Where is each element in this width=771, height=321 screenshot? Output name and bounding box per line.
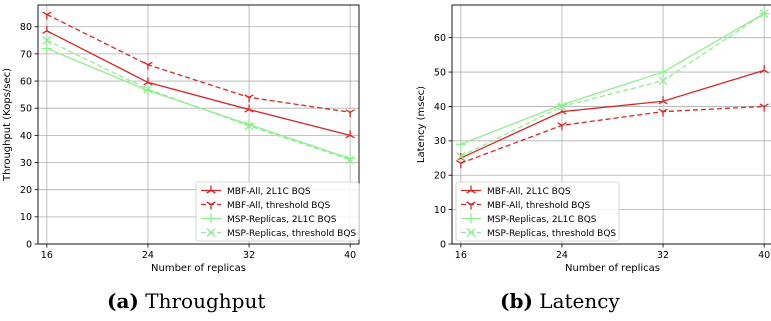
chart-2-series-2-point-1 <box>456 160 466 169</box>
chart-1-ytick-label-7: 70 <box>20 49 32 60</box>
chart-1-series-2-point-2 <box>143 61 153 70</box>
caption-a-label: (a) <box>107 289 139 313</box>
chart-1-series-4-point-1 <box>42 35 52 45</box>
chart-1-series-2-point-4 <box>345 109 355 118</box>
chart-1-xtick-label-1: 24 <box>142 250 154 261</box>
chart-1-ytick-label-6: 60 <box>20 76 32 87</box>
chart-1-xtick-label-0: 16 <box>41 250 53 261</box>
chart-2-series-2-point-2 <box>557 122 567 131</box>
chart-1-legend-marker-3 <box>206 213 216 224</box>
chart-1-ytick-label-3: 30 <box>20 158 32 169</box>
chart-1-legend-label-4: MSP-Replicas, threshold BQS <box>227 229 356 239</box>
chart-1-legend-marker-1 <box>206 185 216 194</box>
chart-1-ytick-label-4: 40 <box>20 131 32 142</box>
chart-1: 16 24 32 40 0 10 20 30 40 50 60 70 80 Number of repli… <box>2 4 360 274</box>
chart-1-series-4-point-4 <box>345 155 355 165</box>
chart-1-xtick-label-3: 40 <box>344 250 356 261</box>
chart-2-series-3-point-1 <box>455 139 466 150</box>
chart-1-ytick-label-0: 0 <box>26 239 32 250</box>
chart-2-xtick-label-1: 24 <box>556 250 568 261</box>
chart-2-legend-marker-1 <box>466 185 476 194</box>
chart-1-legend-label-3: MSP-Replicas, 2L1C BQS <box>227 215 337 225</box>
chart-2-ytick-label-2: 20 <box>434 171 446 182</box>
chart-1-series-1-point-4 <box>345 130 355 139</box>
chart-2-frame <box>451 4 771 245</box>
chart-2-series-4-point-4 <box>759 9 769 19</box>
chart-2-legend-marker-3 <box>466 213 476 224</box>
chart-2-xtick-label-2: 32 <box>657 250 669 261</box>
chart-2-ytick-label-4: 40 <box>434 102 446 113</box>
chart-2-series-1-point-3 <box>658 96 668 105</box>
chart-2-legend-label-3: MSP-Replicas, 2L1C BQS <box>487 215 597 225</box>
chart-1-ytick-label-1: 10 <box>20 212 32 223</box>
chart-1-series-2-point-3 <box>244 94 254 103</box>
chart-1-legend-marker-4 <box>206 228 216 237</box>
chart-2-legend: MBF-All, 2L1C BQS MBF-All, threshold BQS M… <box>455 181 620 242</box>
caption-latency: (b) Latency <box>500 289 620 313</box>
chart-2-legend-box <box>455 181 620 242</box>
caption-b-label: (b) <box>500 289 533 313</box>
chart-1-ytick-label-8: 80 <box>20 22 32 33</box>
chart-2-legend-label-4: MSP-Replicas, threshold BQS <box>487 229 616 239</box>
chart-2-xtick-label-3: 40 <box>758 250 770 261</box>
chart-1-legend-label-2: MBF-All, threshold BQS <box>227 201 331 211</box>
chart-1-series-3-line <box>46 47 351 160</box>
chart-1-series-2-point-1 <box>42 11 52 20</box>
chart-2-series-3-line <box>460 13 765 145</box>
chart-2-series-3-point-2 <box>556 99 567 110</box>
chart-2-xtick-label-0: 16 <box>455 250 467 261</box>
chart-2-ytick-label-6: 60 <box>434 33 446 44</box>
chart-1-xtick-label-2: 32 <box>243 250 255 261</box>
chart-1-series-1-point-1 <box>42 25 52 34</box>
chart-2-series-3-point-3 <box>658 67 669 78</box>
chart-1-series-2-line <box>46 13 351 113</box>
chart-2-series-4-line <box>460 13 765 157</box>
chart-1-legend-box <box>195 181 360 242</box>
chart-1-series-1-point-3 <box>244 104 254 113</box>
chart-2-series-2-line <box>460 105 765 164</box>
chart-1-frame <box>37 4 360 245</box>
caption-throughput: (a) Throughput <box>107 289 265 313</box>
chart-2-series-4-point-2 <box>557 101 567 111</box>
chart-2-ytick-label-1: 10 <box>434 205 446 216</box>
chart-2-legend-marker-2 <box>466 201 476 210</box>
chart-2-legend-label-1: MBF-All, 2L1C BQS <box>487 187 571 197</box>
chart-1-xlabel: Number of replicas <box>151 263 246 274</box>
chart-1-ylabel: Throughput (Kops/sec) <box>2 68 13 182</box>
chart-2: 16 24 32 40 0 10 20 30 40 50 60 Number of replicas L… <box>416 4 771 274</box>
chart-1-series-4-point-3 <box>244 121 254 131</box>
chart-1-series-1-line <box>46 30 351 136</box>
chart-2-ytick-label-0: 0 <box>440 239 446 250</box>
chart-1-ytick-label-2: 20 <box>20 185 32 196</box>
chart-2-legend-marker-4 <box>466 228 476 237</box>
chart-1-series-4-point-2 <box>143 84 153 94</box>
chart-2-xlabel: Number of replicas <box>565 263 660 274</box>
chart-1-series-4-line <box>46 39 351 161</box>
chart-1-series-3-point-1 <box>41 43 52 54</box>
chart-1-legend-marker-2 <box>206 201 216 210</box>
chart-1-ytick-label-5: 50 <box>20 104 32 115</box>
chart-2-series-4-point-3 <box>658 76 668 86</box>
chart-2-ylabel: Latency (msec) <box>416 86 427 163</box>
caption-b-text: Latency <box>539 289 620 313</box>
chart-2-ytick-label-5: 50 <box>434 67 446 78</box>
chart-1-series-1-point-2 <box>143 77 153 86</box>
chart-2-series-1-point-4 <box>759 65 769 74</box>
caption-a-text: Throughput <box>145 289 266 313</box>
chart-1-legend: MBF-All, 2L1C BQS MBF-All, threshold BQS M… <box>195 181 360 242</box>
chart-2-series-2-point-3 <box>658 108 668 117</box>
chart-2-series-1-line <box>460 69 765 159</box>
chart-2-legend-label-2: MBF-All, threshold BQS <box>487 201 591 211</box>
chart-1-legend-label-1: MBF-All, 2L1C BQS <box>227 187 311 197</box>
chart-2-ytick-label-3: 30 <box>434 136 446 147</box>
chart-2-series-4-point-1 <box>456 151 466 161</box>
chart-2-series-2-point-4 <box>759 103 769 112</box>
